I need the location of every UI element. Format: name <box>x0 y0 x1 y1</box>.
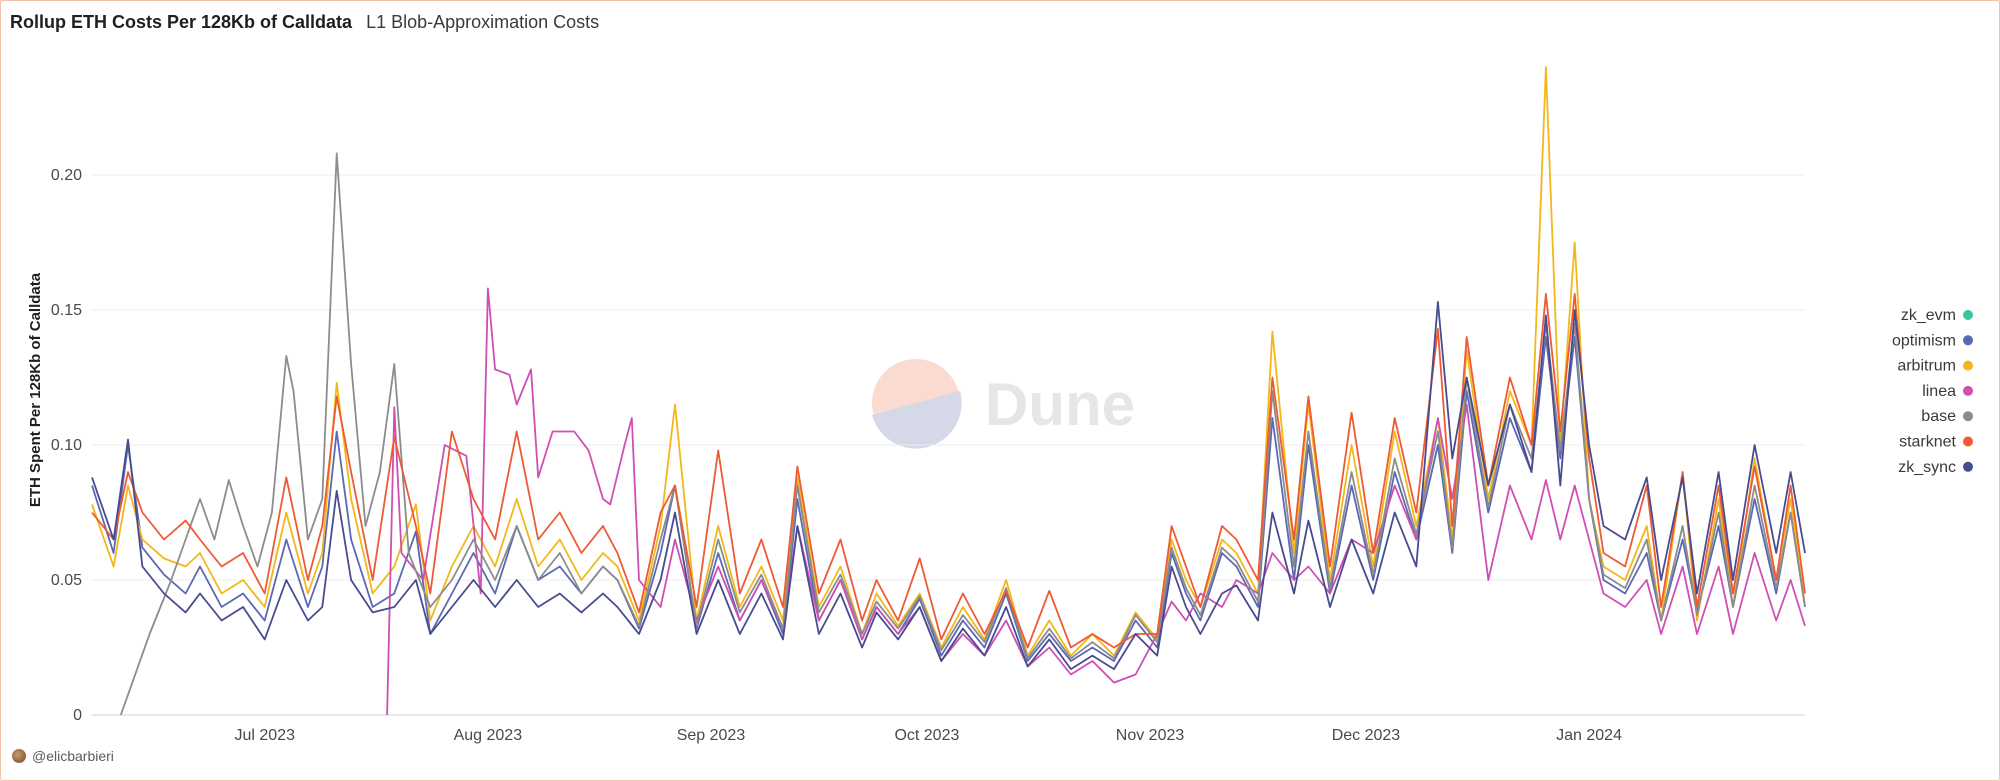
y-tick-label: 0 <box>73 707 82 724</box>
legend-item-optimism[interactable]: optimism <box>1892 332 1973 349</box>
y-tick-label: 0.15 <box>51 302 82 319</box>
dune-watermark: Dune <box>872 359 1135 449</box>
legend-item-zk-evm[interactable]: zk_evm <box>1901 307 1973 324</box>
series-line-zk-sync[interactable] <box>91 301 1806 670</box>
series-line-starknet[interactable] <box>91 292 1806 649</box>
x-tick-label: Oct 2023 <box>894 727 959 744</box>
chart-title: Rollup ETH Costs Per 128Kb of Calldata <box>10 12 353 32</box>
legend-label: zk_evm <box>1901 307 1956 324</box>
dune-watermark-text: Dune <box>985 371 1135 438</box>
footer: @elicbarbieri <box>12 748 114 764</box>
author-avatar <box>12 749 26 763</box>
legend-item-base[interactable]: base <box>1921 408 1973 425</box>
legend-item-zk-sync[interactable]: zk_sync <box>1898 459 1973 476</box>
legend-label: linea <box>1922 383 1956 400</box>
legend[interactable]: zk_evm optimism arbitrum linea base starknet z… <box>1892 307 1973 476</box>
gridlines <box>92 174 1805 716</box>
series-line-optimism[interactable] <box>91 336 1806 662</box>
x-axis-ticks: Jul 2023 Aug 2023 Sep 2023 Oct 2023 Nov 2023… <box>234 727 1622 744</box>
legend-swatch <box>1963 310 1973 320</box>
legend-label: base <box>1921 408 1956 425</box>
legend-item-linea[interactable]: linea <box>1922 383 1973 400</box>
series-lines <box>91 66 1806 716</box>
y-tick-label: 0.05 <box>51 572 82 589</box>
legend-item-arbitrum[interactable]: arbitrum <box>1897 358 1973 375</box>
legend-label: starknet <box>1899 434 1956 451</box>
y-tick-label: 0.20 <box>51 167 82 184</box>
x-tick-label: Jan 2024 <box>1556 727 1622 744</box>
legend-label: arbitrum <box>1897 358 1956 375</box>
y-axis-label: ETH Spent Per 128Kb of Calldata <box>27 272 44 507</box>
x-tick-label: Dec 2023 <box>1332 727 1401 744</box>
legend-label: optimism <box>1892 332 1956 349</box>
y-axis-ticks: 0 0.05 0.10 0.15 0.20 <box>51 167 82 724</box>
chart-subtitle: L1 Blob-Approximation Costs <box>366 12 600 32</box>
legend-label: zk_sync <box>1898 459 1956 476</box>
legend-item-starknet[interactable]: starknet <box>1899 434 1973 451</box>
x-tick-label: Aug 2023 <box>454 727 523 744</box>
x-tick-label: Nov 2023 <box>1116 727 1185 744</box>
legend-swatch <box>1963 360 1973 371</box>
legend-swatch <box>1963 461 1973 472</box>
y-tick-label: 0.10 <box>51 437 82 454</box>
legend-swatch <box>1963 436 1973 447</box>
dune-logo-bottom-half <box>872 391 962 449</box>
legend-swatch <box>1963 411 1973 422</box>
legend-swatch <box>1963 385 1973 396</box>
x-tick-label: Jul 2023 <box>234 727 295 744</box>
chart-header: Rollup ETH Costs Per 128Kb of Calldata L… <box>10 12 599 33</box>
author-handle[interactable]: @elicbarbieri <box>32 748 114 764</box>
series-line-arbitrum[interactable] <box>91 66 1806 657</box>
x-tick-label: Sep 2023 <box>677 727 746 744</box>
legend-swatch <box>1963 335 1973 346</box>
series-line-linea[interactable] <box>386 287 1806 716</box>
